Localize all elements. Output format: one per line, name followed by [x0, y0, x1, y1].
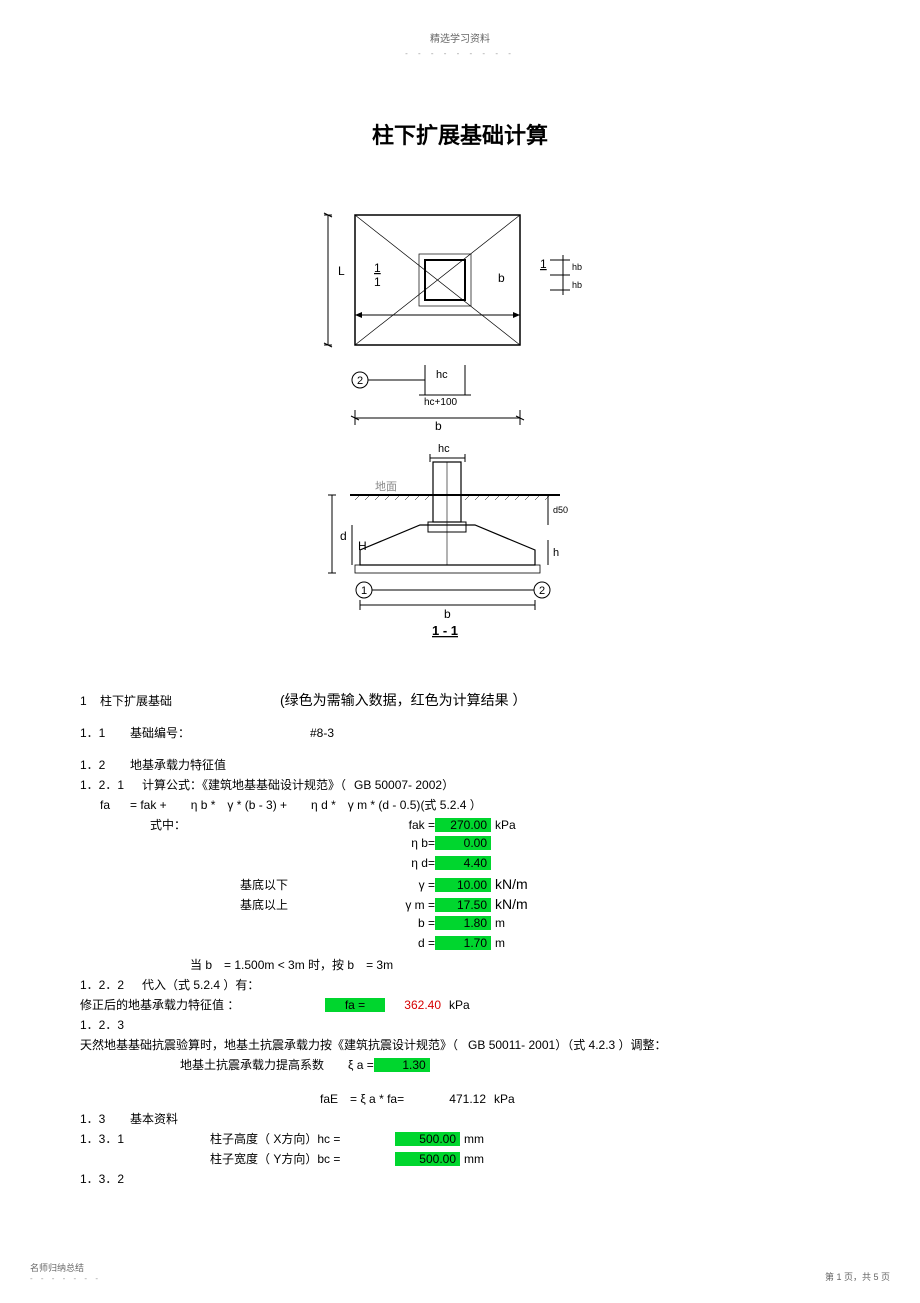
- fa-formula: = fak + η b * γ * (b - 3) + η d * γ m * …: [130, 796, 420, 813]
- s1-2-3-num: 1．2．3: [80, 1016, 142, 1033]
- bc-val: 500.00: [395, 1152, 460, 1166]
- section-diagram: hc 地面: [320, 440, 600, 640]
- gamma-label: γ =: [380, 878, 435, 892]
- faE-unit: kPa: [494, 1092, 515, 1106]
- gammam-unit: kN/m: [495, 896, 528, 912]
- s1-3-2-num: 1．3．2: [80, 1170, 142, 1187]
- fa-label: fa: [100, 798, 130, 812]
- hc-val: 500.00: [395, 1132, 460, 1146]
- header-small-title: 精选学习资料: [80, 30, 840, 45]
- s1-2-1-code: GB 50007- 2002）: [354, 776, 454, 793]
- fak-unit: kPa: [495, 818, 516, 832]
- footer-right: 第 1 页，共 5 页: [825, 1270, 890, 1283]
- d50-label: d50: [553, 505, 568, 515]
- b-val: 1.80: [435, 916, 491, 930]
- frac-right-1: 1: [540, 257, 547, 271]
- gamma-unit: kN/m: [495, 876, 528, 892]
- b-sec-label: b: [444, 607, 451, 621]
- s1-1-label: 基础编号：: [130, 724, 310, 741]
- frac-1-bot: 1: [374, 275, 381, 289]
- b-label: b =: [380, 916, 435, 930]
- page-title: 柱下扩展基础计算: [80, 118, 840, 150]
- s1-2-3-code: GB 50011- 2001）（式 4.2.3 ）调整：: [468, 1036, 667, 1053]
- d-label2: d =: [380, 936, 435, 950]
- plan-diagram: L 1 1 b 1 hb hb: [320, 200, 600, 430]
- etab-val: 0.00: [435, 836, 491, 850]
- hc-unit: mm: [464, 1132, 484, 1146]
- s1-num: 1: [80, 694, 100, 708]
- h-label: h: [553, 547, 559, 559]
- fak-val: 270.00: [435, 818, 491, 832]
- fa-formula-ref: (式 5.2.4 ）: [420, 796, 481, 813]
- L-label: L: [338, 264, 345, 278]
- circle-1-sec: 1: [361, 585, 367, 597]
- gammam-prefix: 基底以上: [240, 896, 380, 913]
- gamma-val: 10.00: [435, 878, 491, 892]
- s1-2-3-desc1: 天然地基基础抗震验算时，地基土抗震承载力按《建筑抗震设计规范》（: [80, 1036, 458, 1053]
- s1-3-1-num: 1．3．1: [80, 1130, 210, 1147]
- d-unit: m: [495, 936, 505, 950]
- hb-bot: hb: [572, 280, 582, 290]
- b-note: 当 b = 1.500m < 3m 时，按 b = 3m: [190, 956, 393, 973]
- xi-val: 1.30: [374, 1058, 430, 1072]
- s1-2-1-label: 计算公式：《建筑地基基础设计规范》（: [142, 776, 346, 793]
- faE-label: faE = ξ a * fa=: [320, 1090, 430, 1107]
- ground-label: 地面: [375, 480, 397, 493]
- s1-1-num: 1．1: [80, 724, 130, 741]
- d-label: d: [340, 529, 347, 543]
- b-top-label: b: [498, 271, 505, 285]
- bc-label: 柱子宽度（ Y方向）bc =: [210, 1150, 395, 1167]
- d-val: 1.70: [435, 936, 491, 950]
- footer-left: 名师归纳总结 - - - - - - -: [30, 1261, 101, 1283]
- hb-top: hb: [572, 262, 582, 272]
- s1-note: (绿色为需输入数据，红色为计算结果 ）: [280, 690, 527, 710]
- gammam-label: γ m =: [380, 898, 435, 912]
- diagrams-container: L 1 1 b 1 hb hb: [80, 200, 840, 650]
- s1-3-num: 1．3: [80, 1110, 130, 1127]
- circle-2-sec: 2: [539, 585, 545, 597]
- footer-left-dots: - - - - - - -: [30, 1274, 101, 1283]
- fa-val: 362.40: [385, 998, 445, 1012]
- content: 1 柱下扩展基础 (绿色为需输入数据，红色为计算结果 ） 1．1 基础编号： #…: [80, 690, 840, 1188]
- b-bottom-label: b: [435, 419, 442, 430]
- hc-label2: 柱子高度（ X方向）hc =: [210, 1130, 395, 1147]
- s1-1-value: #8-3: [310, 726, 334, 740]
- s1-title: 柱下扩展基础: [100, 692, 280, 709]
- shizhong: 式中：: [150, 816, 380, 833]
- s1-2-1-num: 1．2．1: [80, 776, 142, 793]
- s1-3-title: 基本资料: [130, 1110, 178, 1127]
- faE-val: 471.12: [430, 1092, 490, 1106]
- hc-100-label: hc+100: [424, 397, 458, 408]
- s1-2-2-num: 1．2．2: [80, 976, 142, 993]
- header-dots: - - - - - - - - -: [80, 49, 840, 58]
- b-unit: m: [495, 916, 505, 930]
- etad-label: η d=: [380, 856, 435, 870]
- hc-label: hc: [436, 369, 448, 381]
- s1-2-num: 1．2: [80, 756, 130, 773]
- H-label: H: [358, 539, 367, 553]
- s1-2-title: 地基承载力特征值: [130, 756, 226, 773]
- circle-2: 2: [357, 375, 363, 387]
- fak-label: fak =: [380, 818, 435, 832]
- hc-top-label: hc: [438, 443, 450, 455]
- fa-unit: kPa: [449, 998, 470, 1012]
- fa-eq: fa =: [325, 998, 385, 1012]
- footer-left-text: 名师归纳总结: [30, 1261, 101, 1274]
- bc-unit: mm: [464, 1152, 484, 1166]
- gamma-prefix: 基底以下: [240, 876, 380, 893]
- frac-1-top: 1: [374, 261, 381, 275]
- gammam-val: 17.50: [435, 898, 491, 912]
- etad-val: 4.40: [435, 856, 491, 870]
- fa-result-label: 修正后的地基承载力特征值 ：: [80, 996, 325, 1013]
- xi-label: 地基土抗震承载力提高系数 ξ a =: [180, 1056, 374, 1073]
- section-1-1: 1 - 1: [432, 623, 458, 638]
- s1-2-2-label: 代入（式 5.2.4 ）有：: [142, 976, 259, 993]
- etab-label: η b=: [380, 836, 435, 850]
